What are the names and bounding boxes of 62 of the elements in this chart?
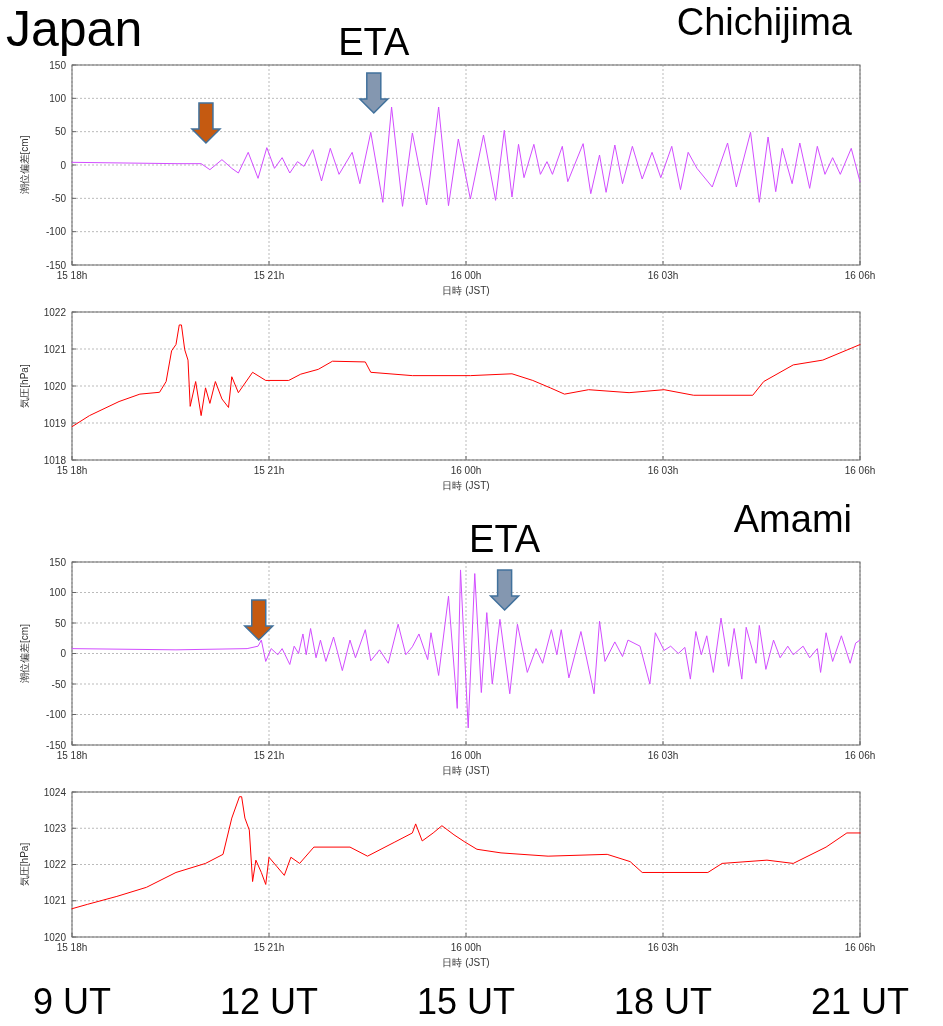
y-tick-label: -50 [51, 678, 67, 690]
y-tick-label: -100 [45, 709, 67, 720]
x-tick-label: 16 00h [450, 465, 482, 476]
x2-tick-label: 21 UT [810, 981, 910, 1022]
x-tick-label: 16 00h [450, 270, 482, 281]
text: Japan [6, 1, 143, 57]
x2-tick-label: 9 UT [32, 981, 112, 1022]
x-tick-label: 16 03h [647, 942, 679, 953]
y-tick-label: 0 [60, 159, 67, 171]
chart-title: Amami [733, 498, 852, 540]
x-tick-label: 16 06h [844, 270, 876, 281]
y-tick-label: 1023 [43, 822, 67, 834]
y-tick-label: -100 [45, 226, 67, 238]
y-tick-label: -150 [45, 259, 67, 271]
x-tick-label: 16 00h [450, 942, 482, 953]
y-tick-label: 1018 [43, 454, 67, 466]
x-tick-label: 16 06h [844, 750, 876, 761]
x-tick-label: 15 18h [56, 270, 88, 281]
x-tick-label: 16 03h [647, 750, 679, 761]
x-tick-label: 15 21h [253, 942, 285, 953]
x-tick-label: 15 21h [253, 465, 285, 476]
y-tick-label: 50 [54, 617, 67, 629]
y-tick-label: 150 [49, 556, 67, 568]
y-tick-label: 1022 [43, 859, 67, 870]
x-tick-label: 16 06h [844, 465, 876, 476]
y-tick-label: 0 [60, 648, 67, 659]
y-tick-label: 1019 [43, 417, 67, 429]
y-axis-title: 気圧[hPa] [19, 364, 30, 408]
y-tick-label: 1021 [43, 895, 67, 907]
y-tick-label: 1020 [43, 931, 67, 943]
x2-tick-label: 12 UT [219, 981, 319, 1022]
y-tick-label: 1021 [43, 343, 67, 355]
y-axis-title: 潮位偏差[cm] [19, 623, 30, 683]
x-tick-label: 15 21h [253, 750, 285, 761]
x-tick-label: 15 18h [56, 465, 88, 476]
x-axis-title: 日時 (JST) [442, 957, 490, 968]
x-tick-label: 16 03h [647, 270, 679, 281]
x-axis-title: 日時 (JST) [442, 765, 490, 776]
x-tick-label: 15 18h [56, 942, 88, 953]
y-tick-label: -150 [45, 739, 67, 751]
text: ETA [338, 21, 410, 63]
y-tick-label: 1022 [43, 306, 67, 318]
x-tick-label: 15 21h [253, 270, 285, 281]
x-axis-title: 日時 (JST) [442, 285, 490, 296]
x-tick-label: 16 03h [647, 465, 679, 476]
y-tick-label: 100 [49, 92, 67, 104]
x-tick-label: 15 18h [56, 750, 88, 761]
y-axis-title: 潮位偏差[cm] [19, 135, 30, 195]
y-axis-title: 気圧[hPa] [19, 842, 30, 887]
x2-tick-label: 18 UT [613, 981, 713, 1022]
text: ETA [469, 518, 541, 560]
y-tick-label: 100 [49, 587, 67, 598]
y-tick-label: 1020 [43, 380, 67, 392]
x-tick-label: 16 06h [844, 942, 876, 953]
y-tick-label: 1024 [43, 786, 67, 798]
x-axis-title: 日時 (JST) [442, 480, 490, 491]
y-tick-label: 50 [54, 126, 67, 138]
y-tick-label: 150 [49, 59, 67, 71]
x-tick-label: 16 00h [450, 750, 482, 761]
chart-title: Chichijima [676, 1, 853, 43]
x2-tick-label: 15 UT [416, 981, 516, 1022]
y-tick-label: -50 [51, 192, 67, 204]
